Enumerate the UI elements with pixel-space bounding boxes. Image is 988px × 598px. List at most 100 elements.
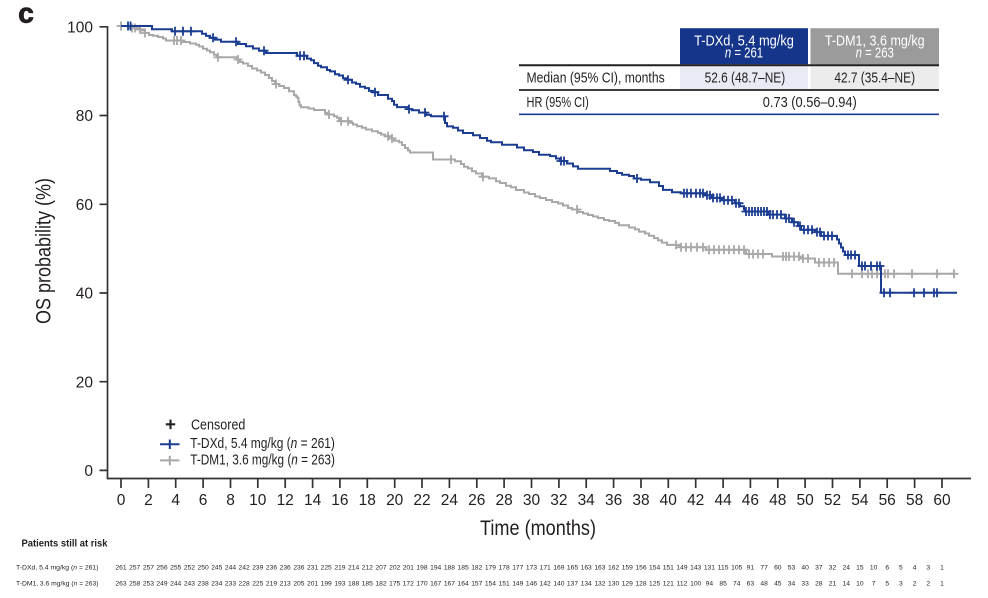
svg-text:2: 2 <box>913 581 917 588</box>
svg-text:T-DXd, 5.4 mg/kg: T-DXd, 5.4 mg/kg <box>694 33 794 49</box>
svg-text:91: 91 <box>747 565 755 572</box>
svg-text:26: 26 <box>468 492 485 509</box>
svg-text:52.6 (48.7–NE): 52.6 (48.7–NE) <box>705 71 786 87</box>
svg-text:253: 253 <box>143 581 154 588</box>
svg-text:0: 0 <box>84 463 93 480</box>
svg-text:T-DM1, 3.6 mg/kg: T-DM1, 3.6 mg/kg <box>825 33 925 49</box>
svg-text:37: 37 <box>815 565 823 572</box>
svg-text:24: 24 <box>441 492 459 509</box>
svg-text:199: 199 <box>321 581 332 588</box>
svg-text:236: 236 <box>293 565 304 572</box>
svg-text:30: 30 <box>523 492 541 509</box>
svg-text:32: 32 <box>829 565 837 572</box>
svg-text:207: 207 <box>375 565 386 572</box>
svg-text:15: 15 <box>856 565 864 572</box>
svg-text:121: 121 <box>663 581 674 588</box>
svg-text:163: 163 <box>594 565 605 572</box>
svg-text:7: 7 <box>872 581 876 588</box>
svg-text:100: 100 <box>67 19 93 36</box>
svg-text:100: 100 <box>690 581 701 588</box>
svg-text:243: 243 <box>184 581 195 588</box>
svg-text:56: 56 <box>879 492 896 509</box>
svg-text:1: 1 <box>940 581 944 588</box>
svg-text:261: 261 <box>115 565 126 572</box>
svg-text:182: 182 <box>471 565 482 572</box>
svg-text:258: 258 <box>129 581 140 588</box>
svg-text:3: 3 <box>899 581 903 588</box>
svg-text:255: 255 <box>170 565 181 572</box>
svg-text:165: 165 <box>567 565 578 572</box>
svg-text:201: 201 <box>307 581 318 588</box>
svg-text:228: 228 <box>239 581 250 588</box>
svg-text:172: 172 <box>403 581 414 588</box>
svg-text:74: 74 <box>733 581 741 588</box>
svg-text:146: 146 <box>526 581 537 588</box>
svg-text:175: 175 <box>389 581 400 588</box>
svg-text:170: 170 <box>416 581 427 588</box>
svg-text:140: 140 <box>553 581 564 588</box>
svg-text:142: 142 <box>540 581 551 588</box>
svg-text:115: 115 <box>718 565 729 572</box>
svg-text:c: c <box>18 0 34 29</box>
svg-text:131: 131 <box>704 565 715 572</box>
svg-text:154: 154 <box>485 581 496 588</box>
svg-text:50: 50 <box>796 492 814 509</box>
svg-text:219: 219 <box>334 565 345 572</box>
svg-text:188: 188 <box>444 565 455 572</box>
svg-text:201: 201 <box>403 565 414 572</box>
svg-text:48: 48 <box>760 581 768 588</box>
svg-text:128: 128 <box>635 581 646 588</box>
svg-text:0.73 (0.56–0.94): 0.73 (0.56–0.94) <box>763 95 857 111</box>
svg-text:38: 38 <box>632 492 649 509</box>
svg-text:85: 85 <box>719 581 727 588</box>
svg-text:239: 239 <box>252 565 263 572</box>
svg-text:34: 34 <box>578 492 596 509</box>
svg-text:154: 154 <box>649 565 660 572</box>
svg-text:129: 129 <box>622 581 633 588</box>
svg-text:234: 234 <box>211 581 222 588</box>
svg-text:n = 263: n = 263 <box>856 46 894 62</box>
svg-text:149: 149 <box>676 565 687 572</box>
svg-text:179: 179 <box>485 565 496 572</box>
svg-text:249: 249 <box>156 581 167 588</box>
svg-text:242: 242 <box>239 565 250 572</box>
svg-text:10: 10 <box>856 581 864 588</box>
svg-text:219: 219 <box>266 581 277 588</box>
svg-text:132: 132 <box>594 581 605 588</box>
svg-text:40: 40 <box>660 492 678 509</box>
svg-text:252: 252 <box>184 565 195 572</box>
svg-text:125: 125 <box>649 581 660 588</box>
svg-text:22: 22 <box>413 492 430 509</box>
svg-text:163: 163 <box>581 565 592 572</box>
svg-text:151: 151 <box>499 581 510 588</box>
svg-text:225: 225 <box>252 581 263 588</box>
svg-text:105: 105 <box>731 565 742 572</box>
svg-text:58: 58 <box>906 492 923 509</box>
svg-text:167: 167 <box>430 581 441 588</box>
svg-text:167: 167 <box>444 581 455 588</box>
svg-text:T-DXd, 5.4 mg/kg (n = 261): T-DXd, 5.4 mg/kg (n = 261) <box>190 436 335 452</box>
svg-text:213: 213 <box>280 581 291 588</box>
svg-text:238: 238 <box>198 581 209 588</box>
svg-text:231: 231 <box>307 565 318 572</box>
svg-text:169: 169 <box>553 565 564 572</box>
svg-text:156: 156 <box>635 565 646 572</box>
svg-text:46: 46 <box>742 492 759 509</box>
svg-text:8: 8 <box>226 492 235 509</box>
svg-text:20: 20 <box>76 374 94 391</box>
svg-text:236: 236 <box>266 565 277 572</box>
svg-text:T-DXd, 5.4 mg/kg (n = 261): T-DXd, 5.4 mg/kg (n = 261) <box>16 565 99 572</box>
svg-text:60: 60 <box>76 197 94 214</box>
svg-text:Censored: Censored <box>191 418 245 434</box>
svg-text:60: 60 <box>933 492 951 509</box>
svg-text:185: 185 <box>362 581 373 588</box>
svg-text:T-DM1, 3.6 mg/kg (n = 263): T-DM1, 3.6 mg/kg (n = 263) <box>190 452 335 468</box>
svg-text:244: 244 <box>170 581 181 588</box>
svg-text:80: 80 <box>76 108 94 125</box>
svg-text:42.7 (35.4–NE): 42.7 (35.4–NE) <box>834 71 915 87</box>
svg-text:53: 53 <box>788 565 796 572</box>
svg-text:173: 173 <box>526 565 537 572</box>
svg-text:Time (months): Time (months) <box>480 516 596 540</box>
svg-text:20: 20 <box>386 492 404 509</box>
svg-text:256: 256 <box>156 565 167 572</box>
